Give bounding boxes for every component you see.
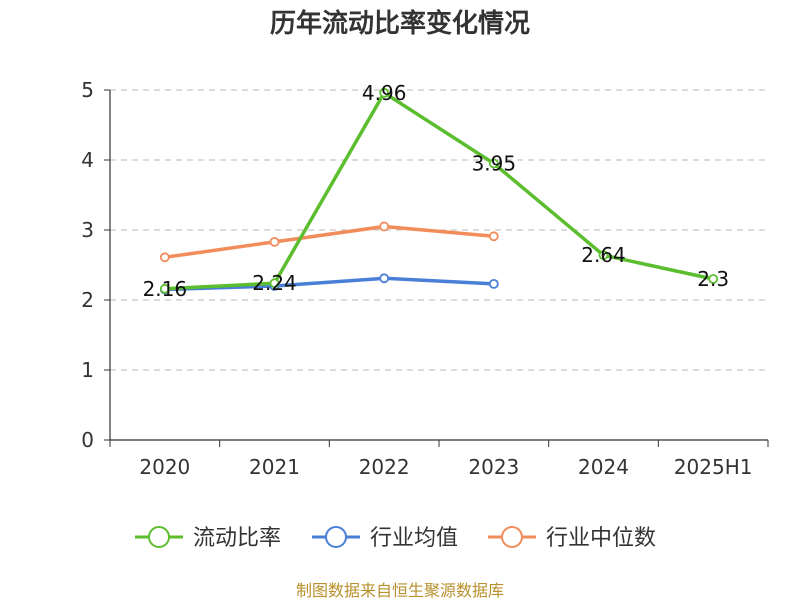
data-point xyxy=(269,236,280,247)
legend-label: 行业中位数 xyxy=(546,526,656,551)
legend-label: 行业均值 xyxy=(370,526,458,551)
data-point xyxy=(488,278,499,289)
x-tick-label: 2020 xyxy=(139,455,190,479)
data-point xyxy=(708,274,719,284)
axes: 0 1 2 3 4 5 2020 2021 2022 2023 2024 2025H1 xyxy=(81,78,769,479)
source-footer: 制图数据来自恒生聚源数据库 xyxy=(296,581,504,600)
legend-label: 流动比率 xyxy=(193,526,281,551)
series-line xyxy=(164,91,714,291)
x-tick-label: 2022 xyxy=(359,455,410,479)
x-tick-label: 2021 xyxy=(249,455,300,479)
y-tick-label: 1 xyxy=(81,358,94,382)
data-point xyxy=(379,273,390,284)
data-point xyxy=(159,252,170,263)
chart-title: 历年流动比率变化情况 xyxy=(270,8,530,39)
data-label: 2.16 xyxy=(143,277,188,301)
data-point xyxy=(379,221,390,232)
legend-marker xyxy=(501,526,523,548)
data-label: 2.24 xyxy=(252,271,297,295)
series-group xyxy=(159,87,719,295)
data-label: 2.64 xyxy=(581,243,626,267)
y-tick-label: 0 xyxy=(81,428,94,452)
legend-marker xyxy=(325,526,347,548)
y-tick-label: 5 xyxy=(81,78,94,102)
x-tick-label: 2025H1 xyxy=(674,455,753,479)
data-label: 4.96 xyxy=(362,81,407,105)
data-labels: 2.16 2.24 4.96 3.95 2.64 2.3 xyxy=(143,81,730,301)
data-point xyxy=(269,278,280,289)
y-tick-label: 2 xyxy=(81,288,94,312)
data-point xyxy=(598,250,609,261)
data-label: 3.95 xyxy=(472,152,517,176)
data-point xyxy=(379,87,390,98)
data-point xyxy=(159,283,170,294)
y-tick-label: 4 xyxy=(81,148,94,172)
x-tick-label: 2023 xyxy=(468,455,519,479)
y-tick-label: 3 xyxy=(81,218,94,242)
legend-marker xyxy=(148,526,170,548)
legend: 流动比率 行业均值 行业中位数 xyxy=(135,526,656,551)
data-point xyxy=(488,231,499,242)
data-label: 2.3 xyxy=(697,267,729,291)
x-tick-label: 2024 xyxy=(578,455,629,479)
data-point xyxy=(488,158,499,169)
series-line xyxy=(164,224,494,260)
